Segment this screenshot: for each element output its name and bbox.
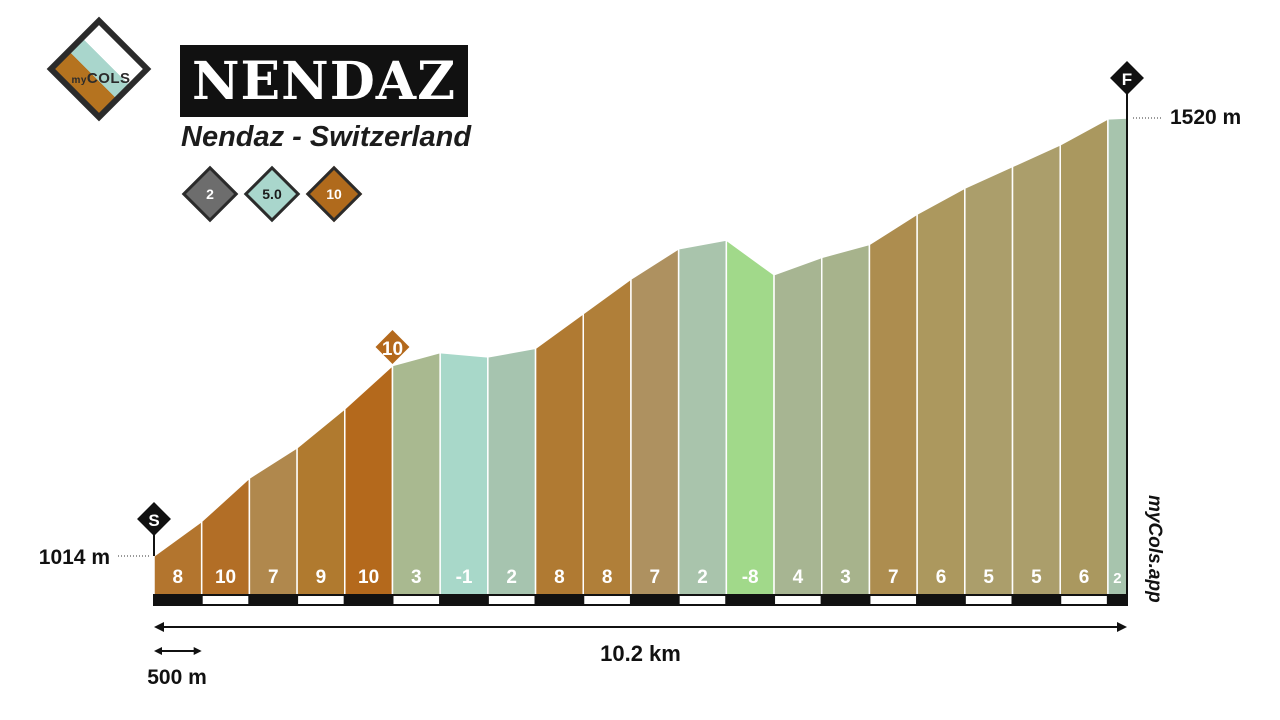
start-altitude-label: 1014 m [39,546,110,569]
segment-gradient-label: 8 [554,567,565,588]
profile-segment [868,212,918,596]
distance-bar-segment [486,594,537,606]
max-gradient-value: 10 [326,186,342,202]
start-marker-icon [137,502,171,536]
distance-bar-segment [248,594,299,606]
segment-gradient-label: 4 [793,567,804,588]
segment-gradient-label: 5 [983,567,994,588]
finish-marker-icon [1110,61,1144,95]
page-title: NENDAZ [192,50,457,112]
profile-segment [439,351,489,596]
distance-bar-segment [534,594,585,606]
profile-segment [391,351,441,596]
segment-gradient-label: 5 [1031,567,1042,588]
segment-gradient-label: 6 [936,567,947,588]
segment-gradient-label: 2 [697,567,708,588]
total-distance-label: 10.2 km [600,641,681,666]
distance-bar-segment [677,594,728,606]
segment-gradient-label: 7 [650,567,661,588]
subtitle: Nendaz - Switzerland [181,121,472,153]
distance-bar-segment [1059,594,1109,606]
profile-segment [820,243,871,596]
watermark: myCols.app [1144,495,1165,603]
segment-gradient-label: 8 [173,567,184,588]
segment-gradient-label: 9 [316,567,327,588]
finish-altitude-label: 1520 m [1170,106,1241,129]
profile-segment [1107,117,1128,596]
profile-segment [344,363,394,596]
logo-text: myCOLS [71,70,131,87]
stat-avg-gradient: 5.0 [243,165,301,223]
stat-difficulty: 2 [181,165,239,223]
segment-gradient-label: -1 [456,567,473,588]
start-marker-label: S [148,511,159,530]
profile-segment [916,186,966,596]
distance-arrow-left-head [154,622,164,632]
segment-gradient-label: 10 [358,567,379,588]
distance-bar-segment [153,594,203,606]
distance-bar-segment [582,594,632,606]
scale-label: 500 m [147,666,207,689]
segment-gradient-label: 3 [411,567,422,588]
segment-gradient-label: 7 [888,567,899,588]
distance-bar-segment [1011,594,1062,606]
scale-arrow-right-head [193,647,202,655]
finish-marker-label: F [1122,70,1132,89]
difficulty-value: 2 [206,186,214,202]
segment-gradient-label: 3 [840,567,851,588]
segment-gradient-label: 10 [215,567,236,588]
distance-bar-segment [629,594,680,606]
distance-bar-segment [820,594,871,606]
segment-gradient-label: 2 [506,567,517,588]
segment-gradient-label: -8 [742,567,759,588]
max-gradient-marker-label: 10 [382,339,403,360]
distance-bar-segment [439,594,489,606]
distance-bar-segment [296,594,346,606]
segment-gradient-label: 6 [1079,567,1090,588]
segment-gradient-label: 7 [268,567,279,588]
profile-segment [1011,143,1061,596]
profile-segment [630,247,680,596]
profile-segment [677,239,728,596]
max-gradient-marker-icon [372,327,413,367]
distance-bar-segment [391,594,442,606]
distance-bar-segment [725,594,776,606]
distance-arrow-right-head [1117,622,1127,632]
profile-segment [1059,117,1109,596]
title-box: NENDAZ [180,45,469,117]
profile-segment [773,256,823,596]
distance-bar-segment [343,594,394,606]
distance-bar-segment [963,594,1014,606]
avg-gradient-value: 5.0 [262,186,282,202]
profile-segment [964,165,1014,596]
distance-bar-segment [1106,594,1128,606]
distance-bar-segment [868,594,919,606]
distance-bar-segment [916,594,966,606]
stat-max-gradient: 10 [305,165,363,223]
profile-segment [582,277,632,596]
profile-segment [487,347,537,596]
distance-bar-segment [773,594,823,606]
profile-segment [534,312,585,596]
scale-arrow-left-head [154,647,162,655]
distance-bar-segment [200,594,251,606]
profile-segment [725,238,775,596]
segment-gradient-label: 2 [1113,570,1121,587]
segment-gradient-label: 8 [602,567,613,588]
